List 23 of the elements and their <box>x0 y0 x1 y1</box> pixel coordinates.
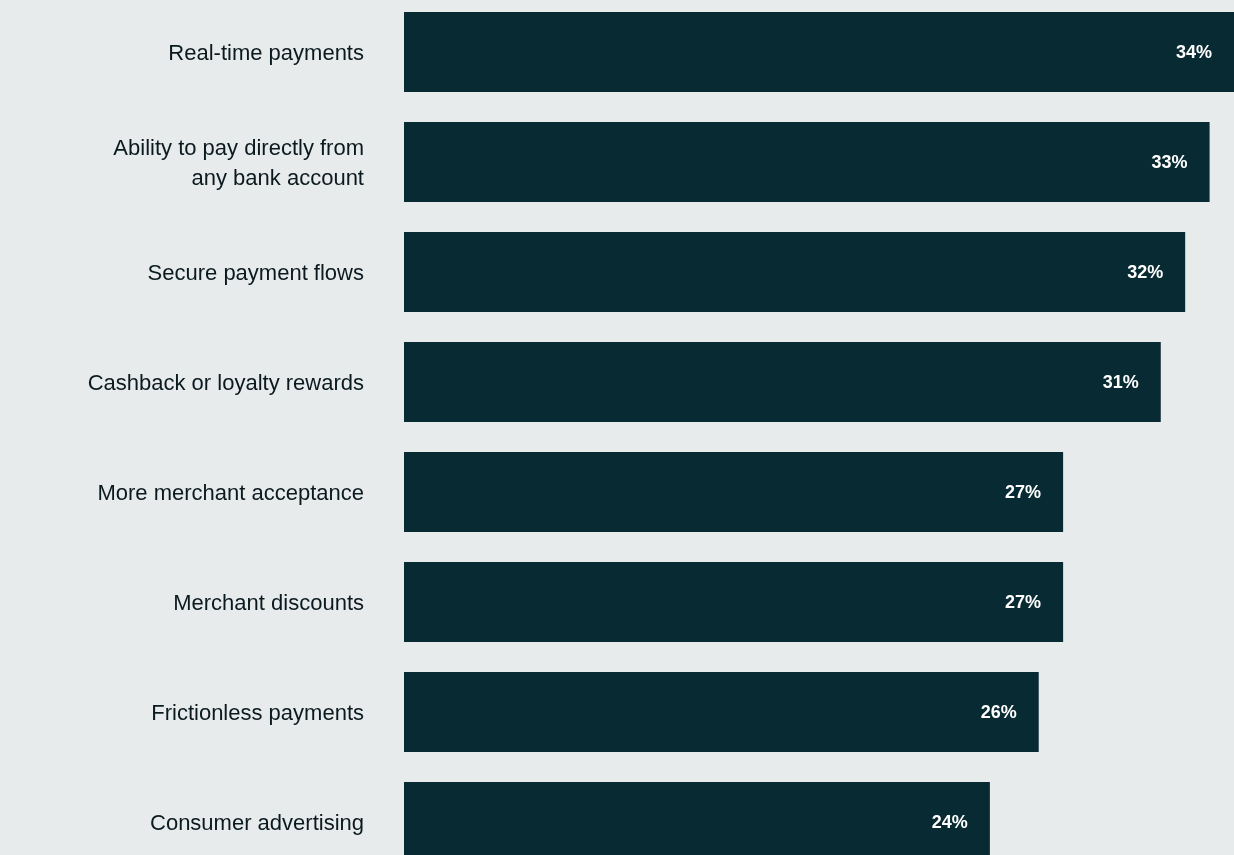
bar <box>404 342 1161 422</box>
data-label: 27% <box>1005 482 1042 503</box>
bar <box>404 12 1234 92</box>
bar <box>404 122 1210 202</box>
y-tick-label: Merchant discounts <box>173 589 364 615</box>
data-label: 33% <box>1151 152 1188 173</box>
bar <box>404 232 1186 312</box>
bar <box>404 672 1039 752</box>
data-label: 24% <box>931 812 968 833</box>
data-label: 27% <box>1005 592 1042 613</box>
y-tick-label: More merchant acceptance <box>97 479 364 505</box>
bar <box>404 562 1064 642</box>
data-label: 31% <box>1102 372 1139 393</box>
bar <box>404 452 1064 532</box>
y-tick-label: Real-time payments <box>168 39 364 65</box>
y-tick-label: Cashback or loyalty rewards <box>87 369 364 395</box>
y-tick-label: Consumer advertising <box>150 809 364 835</box>
data-label: 26% <box>980 702 1017 723</box>
data-label: 32% <box>1127 262 1164 283</box>
y-tick-label: Frictionless payments <box>151 699 364 725</box>
data-label: 34% <box>1175 42 1212 63</box>
y-tick-label: Ability to pay directly from any bank account <box>113 134 364 190</box>
y-tick-label: Secure payment flows <box>147 259 364 285</box>
